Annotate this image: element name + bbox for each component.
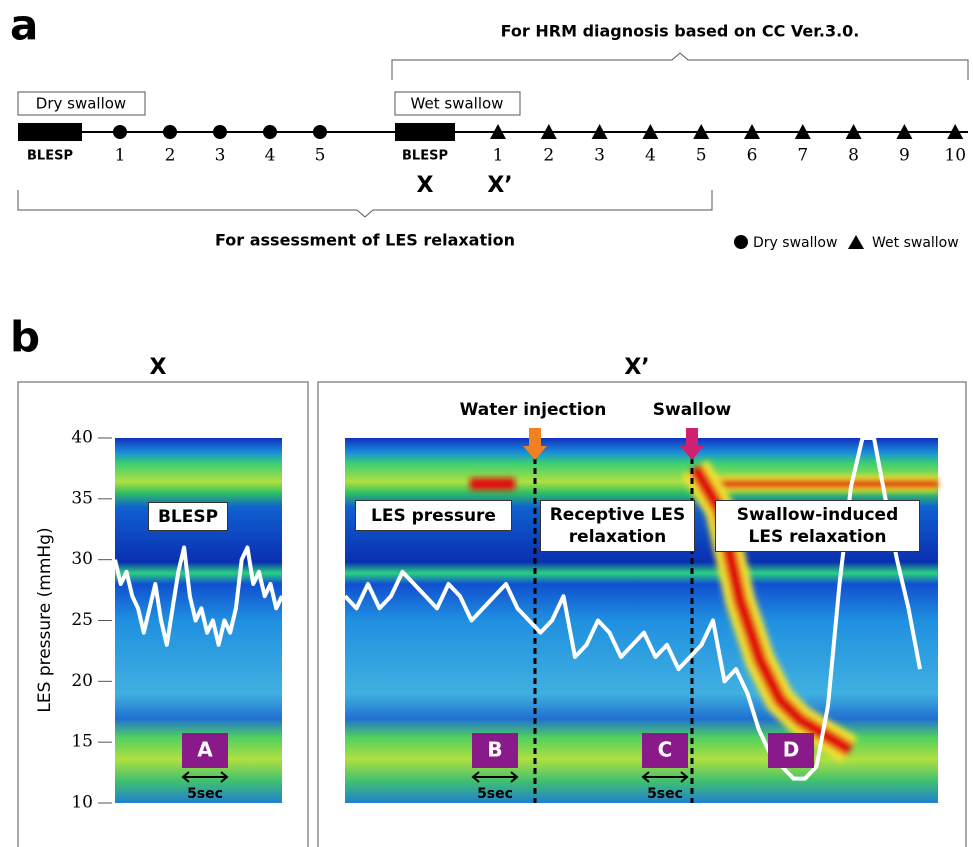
legend-symbol bbox=[734, 235, 748, 249]
legend-label: Dry swallow bbox=[753, 235, 837, 251]
bracket-label: For HRM diagnosis based on CC Ver.3.0. bbox=[501, 22, 860, 41]
item-label: 1 bbox=[115, 146, 126, 166]
period-box bbox=[768, 733, 814, 768]
y-tick-label: 35 bbox=[71, 488, 93, 508]
scale-label: 5sec bbox=[187, 786, 223, 802]
dry-swallow bbox=[213, 125, 227, 139]
bracket bbox=[17, 190, 713, 218]
y-tick-label: 30 bbox=[71, 549, 93, 569]
box-label: Wet swallow bbox=[411, 95, 504, 113]
annotation: Receptive LES relaxation bbox=[540, 500, 695, 552]
period-label: A bbox=[197, 738, 213, 762]
panel-title: X’ bbox=[624, 355, 649, 380]
panel-title: X bbox=[150, 355, 167, 380]
bracket bbox=[391, 52, 969, 80]
item-label: 2 bbox=[165, 146, 176, 166]
scale-arrow bbox=[181, 771, 229, 783]
wet-swallow bbox=[693, 124, 710, 139]
y-tick-label: 25 bbox=[71, 610, 93, 630]
marker: X’ bbox=[487, 173, 512, 198]
wet-swallow bbox=[896, 124, 913, 139]
frame bbox=[17, 381, 309, 847]
wet-swallow bbox=[540, 124, 557, 139]
dry-swallow bbox=[163, 125, 177, 139]
pressure-trace bbox=[343, 436, 922, 781]
event-label: Water injection bbox=[460, 400, 607, 420]
pressure-trace bbox=[113, 545, 284, 647]
wet-swallow bbox=[591, 124, 608, 139]
dry-swallow bbox=[313, 125, 327, 139]
period-label: D bbox=[783, 738, 800, 762]
item-label: 3 bbox=[594, 146, 605, 166]
item-label: 5 bbox=[696, 146, 707, 166]
blesp-block bbox=[395, 123, 455, 141]
item-label: 3 bbox=[215, 146, 226, 166]
wet-swallow bbox=[490, 124, 506, 139]
item-label: 7 bbox=[797, 146, 808, 166]
period-label: B bbox=[487, 738, 502, 762]
marker: X bbox=[417, 173, 434, 198]
y-tick-label: 40 bbox=[71, 428, 93, 448]
annotation: LES pressure bbox=[355, 500, 512, 531]
period-label: C bbox=[658, 738, 673, 762]
box-label: Dry swallow bbox=[36, 95, 126, 113]
wet-swallow bbox=[642, 124, 659, 139]
legend-label: Wet swallow bbox=[872, 235, 959, 251]
blesp-block bbox=[18, 123, 82, 141]
y-axis-label: LES pressure (mmHg) bbox=[35, 527, 55, 712]
event-arrow bbox=[523, 428, 547, 460]
box bbox=[17, 91, 146, 116]
annotation: BLESP bbox=[148, 502, 228, 531]
item-label: 10 bbox=[944, 146, 966, 166]
y-tick-label: 20 bbox=[71, 671, 93, 691]
scale-label: 5sec bbox=[477, 786, 513, 802]
item-label: BLESP bbox=[402, 149, 448, 164]
period-box bbox=[642, 733, 688, 768]
period-box bbox=[472, 733, 518, 768]
box bbox=[394, 91, 521, 116]
scale-arrow bbox=[471, 771, 519, 783]
item-label: 9 bbox=[899, 146, 910, 166]
item-label: 4 bbox=[265, 146, 276, 166]
panel-label: b bbox=[10, 313, 40, 362]
period-box bbox=[182, 733, 228, 768]
panel-label: a bbox=[10, 1, 38, 50]
item-label: 8 bbox=[848, 146, 859, 166]
wet-swallow bbox=[845, 124, 862, 139]
item-label: 2 bbox=[543, 146, 554, 166]
bracket-label: For assessment of LES relaxation bbox=[215, 231, 515, 250]
item-label: BLESP bbox=[27, 149, 73, 164]
y-tick-label: 10 bbox=[71, 793, 93, 813]
wet-swallow bbox=[947, 124, 964, 139]
y-tick-label: 15 bbox=[71, 732, 93, 752]
dry-swallow bbox=[263, 125, 277, 139]
annotation: Swallow-induced LES relaxation bbox=[715, 500, 920, 552]
scale-arrow bbox=[641, 771, 689, 783]
item-label: 6 bbox=[747, 146, 758, 166]
item-label: 5 bbox=[315, 146, 326, 166]
scale-label: 5sec bbox=[647, 786, 683, 802]
event-arrow bbox=[680, 428, 704, 460]
dry-swallow bbox=[113, 125, 127, 139]
event-label: Swallow bbox=[653, 400, 732, 420]
wet-swallow bbox=[794, 124, 811, 139]
wet-swallow bbox=[744, 124, 760, 139]
frame bbox=[317, 381, 967, 847]
legend-symbol bbox=[848, 235, 864, 249]
item-label: 1 bbox=[493, 146, 504, 166]
item-label: 4 bbox=[645, 146, 656, 166]
